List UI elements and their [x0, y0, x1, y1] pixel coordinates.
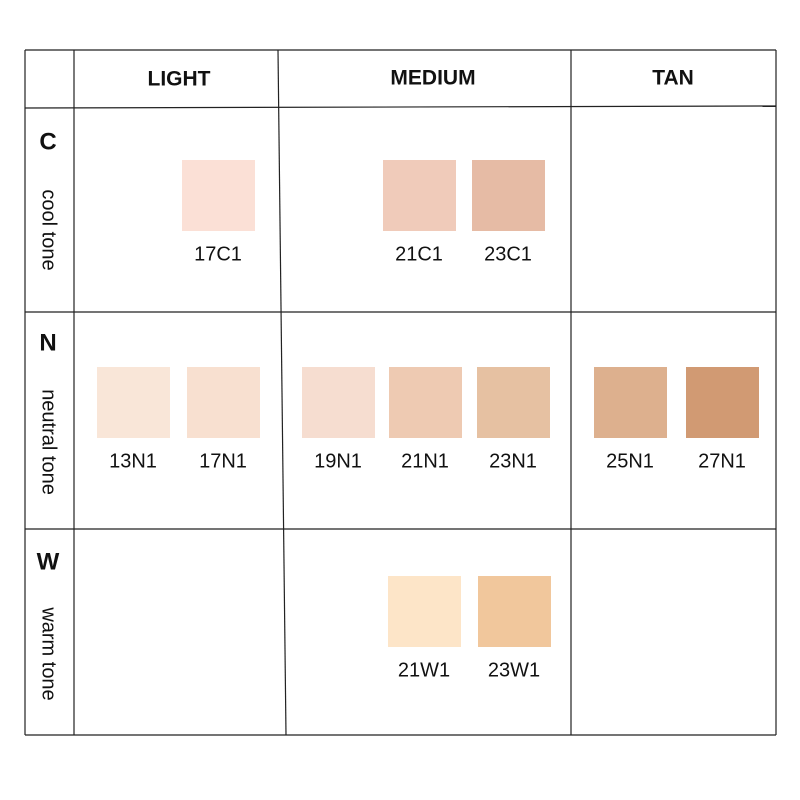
row-letter: W: [37, 548, 60, 575]
row-label: neutral tone: [38, 389, 60, 495]
column-header: LIGHT: [148, 68, 211, 91]
divider: [24, 105, 777, 109]
row-letter: N: [39, 329, 56, 356]
swatch: [302, 367, 375, 438]
swatch: [388, 576, 461, 647]
shade-name: 17C1: [194, 243, 242, 265]
swatch: [686, 367, 759, 438]
swatch: [187, 367, 260, 438]
column-header: MEDIUM: [390, 67, 475, 90]
swatch: [97, 367, 170, 438]
swatch: [389, 367, 462, 438]
shade-name: 21N1: [401, 450, 449, 472]
shade-name: 19N1: [314, 450, 362, 472]
shade-name: 27N1: [698, 450, 746, 472]
swatch: [594, 367, 667, 438]
shade-name: 21C1: [395, 243, 443, 265]
row-letter: C: [39, 128, 56, 155]
row-label: cool tone: [38, 189, 60, 270]
swatch: [182, 160, 255, 231]
table-grid: [24, 49, 777, 736]
shade-name: 17N1: [199, 450, 247, 472]
shade-name: 23C1: [484, 243, 532, 265]
row-label: warm tone: [38, 606, 60, 700]
shade-name: 21W1: [398, 659, 450, 681]
column-header: TAN: [652, 67, 694, 90]
swatch: [478, 576, 551, 647]
swatch: [477, 367, 550, 438]
divider: [277, 49, 287, 736]
swatch: [383, 160, 456, 231]
swatch: [472, 160, 545, 231]
shade-name: 23W1: [488, 659, 540, 681]
shade-name: 23N1: [489, 450, 537, 472]
shade-name: 13N1: [109, 450, 157, 472]
shade-name: 25N1: [606, 450, 654, 472]
